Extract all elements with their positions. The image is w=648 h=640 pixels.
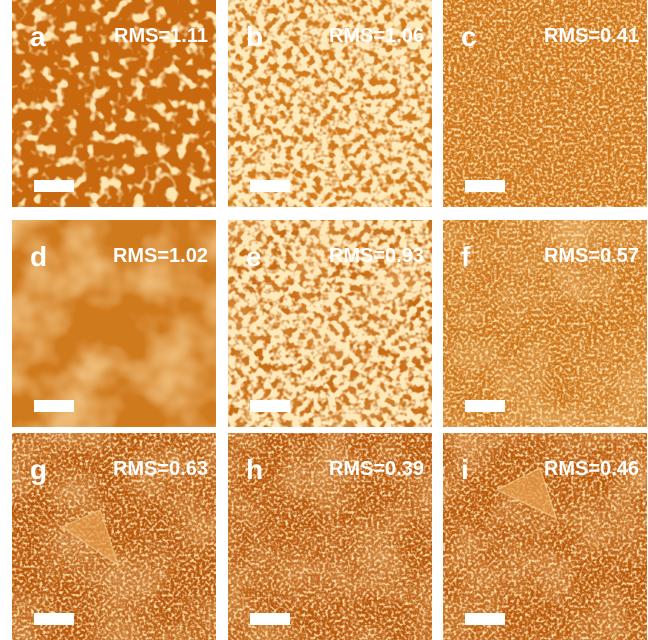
scale-bar: [250, 400, 290, 412]
rms-label: RMS=0.63: [113, 458, 208, 480]
rms-label: RMS=0.46: [544, 458, 639, 480]
afm-panel: c RMS=0.41: [443, 0, 647, 207]
scale-bar: [465, 180, 505, 192]
scale-bar: [34, 400, 74, 412]
scale-bar: [465, 613, 505, 625]
scale-bar: [465, 400, 505, 412]
panel-label: c: [461, 21, 477, 52]
scale-bar: [250, 613, 290, 625]
figure: a RMS=1.11 b RMS=1.06 c RMS=0.41 d RMS=1.02 e RMS…: [0, 0, 648, 640]
afm-panel: e RMS=0.93: [228, 220, 432, 427]
afm-panel: g RMS=0.63: [12, 433, 216, 640]
rms-label: RMS=1.02: [113, 245, 208, 267]
panel-label: e: [246, 241, 262, 272]
rms-label: RMS=0.41: [544, 25, 639, 47]
panel-label: g: [30, 454, 47, 485]
rms-label: RMS=1.11: [114, 25, 208, 47]
rms-label: RMS=1.06: [329, 25, 424, 47]
panel-label: a: [30, 21, 46, 52]
panel-label: i: [461, 454, 469, 485]
scale-bar: [250, 180, 290, 192]
rms-label: RMS=0.93: [329, 245, 424, 267]
rms-label: RMS=0.57: [544, 245, 639, 267]
panel-label: h: [246, 454, 263, 485]
afm-panel: f RMS=0.57: [443, 220, 647, 427]
panel-label: f: [461, 241, 471, 272]
rms-label: RMS=0.39: [329, 458, 424, 480]
scale-bar: [34, 613, 74, 625]
afm-panel: b RMS=1.06: [228, 0, 432, 207]
afm-panel: a RMS=1.11: [12, 0, 216, 207]
afm-panel: i RMS=0.46: [443, 433, 647, 640]
panel-label: d: [30, 241, 47, 272]
afm-panel: h RMS=0.39: [228, 433, 432, 640]
scale-bar: [34, 180, 74, 192]
afm-panel: d RMS=1.02: [12, 220, 216, 427]
panel-label: b: [246, 21, 263, 52]
